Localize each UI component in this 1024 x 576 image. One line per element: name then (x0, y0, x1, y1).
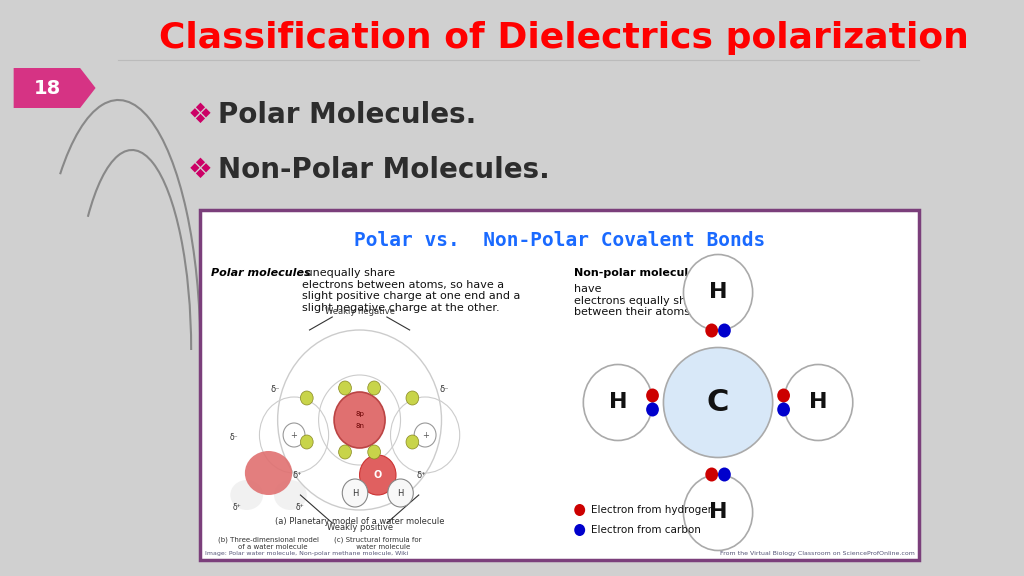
Circle shape (342, 479, 368, 507)
Text: unequally share
electrons between atoms, so have a
slight positive charge at one: unequally share electrons between atoms,… (302, 268, 520, 313)
Circle shape (388, 479, 414, 507)
Circle shape (406, 391, 419, 405)
Text: Polar Molecules.: Polar Molecules. (218, 101, 477, 129)
Circle shape (368, 381, 381, 395)
Text: (a) Planetary model of a water molecule: (a) Planetary model of a water molecule (274, 517, 444, 526)
Text: O: O (374, 470, 382, 480)
Text: have
electrons equally shared
between their atoms.: have electrons equally shared between th… (574, 284, 712, 317)
Text: ❖: ❖ (187, 156, 213, 184)
Circle shape (777, 403, 790, 416)
Circle shape (706, 468, 718, 482)
Text: Classification of Dielectrics polarization: Classification of Dielectrics polarizati… (160, 21, 970, 55)
Text: Non-Polar Molecules.: Non-Polar Molecules. (218, 156, 550, 184)
Ellipse shape (274, 480, 307, 510)
Circle shape (574, 524, 585, 536)
Text: δ⁺: δ⁺ (296, 503, 305, 512)
Text: H: H (709, 282, 727, 302)
Circle shape (414, 423, 436, 447)
Text: 8p: 8p (355, 411, 364, 417)
Circle shape (646, 388, 658, 403)
Circle shape (359, 455, 396, 495)
Circle shape (406, 435, 419, 449)
Text: H: H (352, 488, 358, 498)
Text: C: C (707, 388, 729, 417)
Circle shape (283, 423, 305, 447)
Circle shape (718, 468, 731, 482)
Circle shape (334, 392, 385, 448)
Circle shape (783, 365, 853, 441)
Text: H: H (397, 488, 403, 498)
Text: (b) Three-dimensional model
    of a water molecule: (b) Three-dimensional model of a water m… (218, 536, 319, 550)
Circle shape (683, 475, 753, 551)
Text: δ⁻: δ⁻ (270, 385, 280, 394)
Circle shape (300, 435, 313, 449)
Text: 18: 18 (34, 78, 61, 97)
Ellipse shape (664, 347, 773, 457)
Circle shape (777, 388, 790, 403)
Text: +: + (422, 430, 429, 439)
Text: H: H (809, 392, 827, 412)
Text: Electron from hydrogen: Electron from hydrogen (591, 505, 714, 515)
Text: ❖: ❖ (187, 101, 213, 129)
Circle shape (368, 445, 381, 459)
Circle shape (646, 403, 658, 416)
Circle shape (584, 365, 652, 441)
FancyBboxPatch shape (201, 210, 920, 560)
Text: Weakly positive: Weakly positive (327, 524, 392, 532)
Circle shape (683, 255, 753, 331)
Text: Image: Polar water molecule, Non-polar methane molecule, Wiki: Image: Polar water molecule, Non-polar m… (205, 551, 409, 556)
Text: Weakly negative: Weakly negative (325, 308, 394, 316)
Text: H: H (709, 502, 727, 522)
Text: δ⁺: δ⁺ (232, 503, 241, 512)
Text: δ⁻: δ⁻ (439, 385, 449, 394)
Text: From the Virtual Biology Classroom on ScienceProfOnline.com: From the Virtual Biology Classroom on Sc… (720, 551, 914, 556)
Text: δ⁻: δ⁻ (229, 433, 239, 442)
Text: δ⁺: δ⁺ (417, 471, 426, 480)
Text: Polar molecules: Polar molecules (211, 268, 311, 278)
Text: 8n: 8n (355, 423, 365, 429)
Text: +: + (291, 430, 297, 439)
Circle shape (339, 445, 351, 459)
Text: (c) Structural formula for
     water molecule: (c) Structural formula for water molecul… (334, 536, 422, 550)
Ellipse shape (230, 480, 263, 510)
Text: Non-polar molecules: Non-polar molecules (574, 268, 707, 278)
Circle shape (574, 504, 585, 516)
Circle shape (300, 391, 313, 405)
Circle shape (718, 324, 731, 338)
Circle shape (706, 324, 718, 338)
Text: Electron from carbon: Electron from carbon (591, 525, 700, 535)
Text: δ⁺: δ⁺ (293, 471, 302, 480)
Ellipse shape (245, 451, 292, 495)
Circle shape (339, 381, 351, 395)
Text: Polar vs.  Non-Polar Covalent Bonds: Polar vs. Non-Polar Covalent Bonds (354, 230, 766, 249)
Text: H: H (608, 392, 627, 412)
Polygon shape (13, 68, 95, 108)
